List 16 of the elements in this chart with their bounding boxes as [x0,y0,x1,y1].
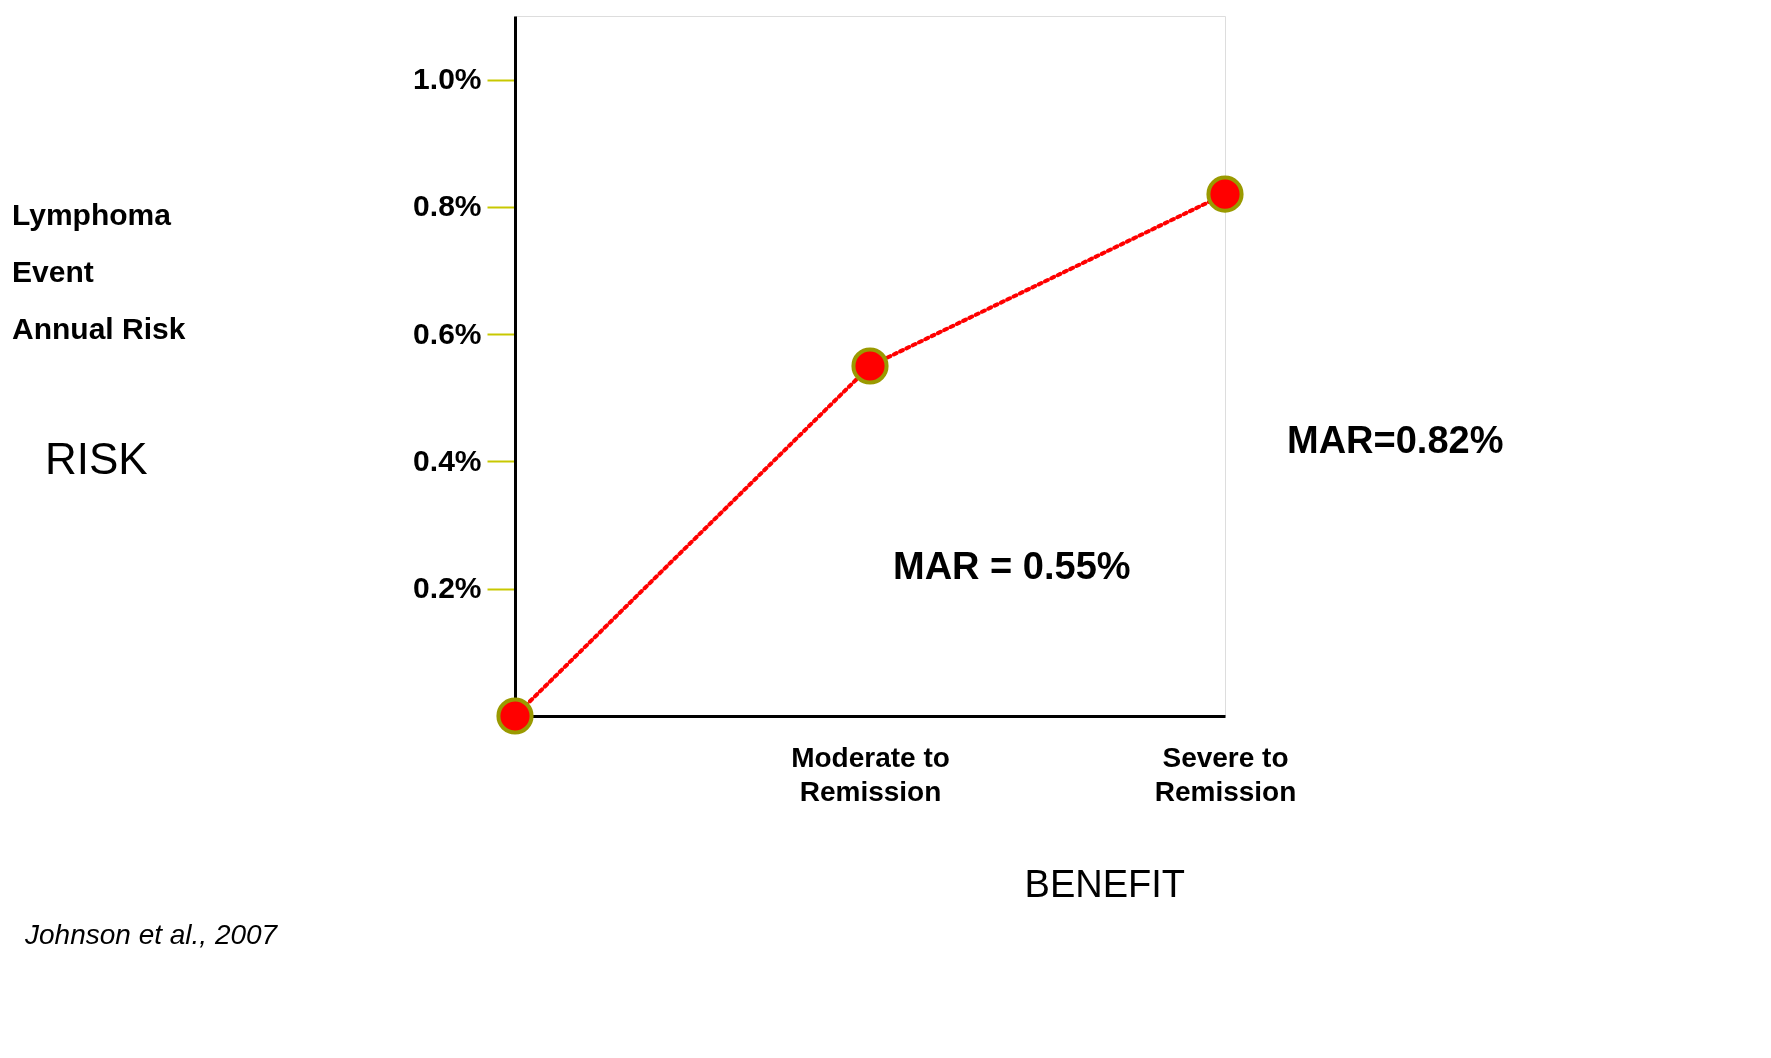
x-tick-label: Moderate to Remission [791,741,950,807]
text: Johnson et al., 2007 [24,919,279,950]
y-tick-label: 1.0% [413,62,482,96]
x-axis-title: BENEFIT [1024,862,1186,905]
y-tick-label: 0.6% [413,316,482,350]
x-tick-label: Severe to Remission [1154,741,1297,807]
text: Lymphoma Event Annual Risk [12,198,186,345]
y-tick-label: 0.4% [413,443,482,477]
point [851,347,889,385]
annotation: MAR = 0.55% [893,545,1131,587]
y-tick-label: 0.8% [413,189,482,223]
point [496,697,534,735]
text: RISK [45,434,148,483]
point [1206,175,1244,213]
y-tick-label: 0.2% [413,571,482,605]
text: MAR=0.82% [1287,419,1504,461]
